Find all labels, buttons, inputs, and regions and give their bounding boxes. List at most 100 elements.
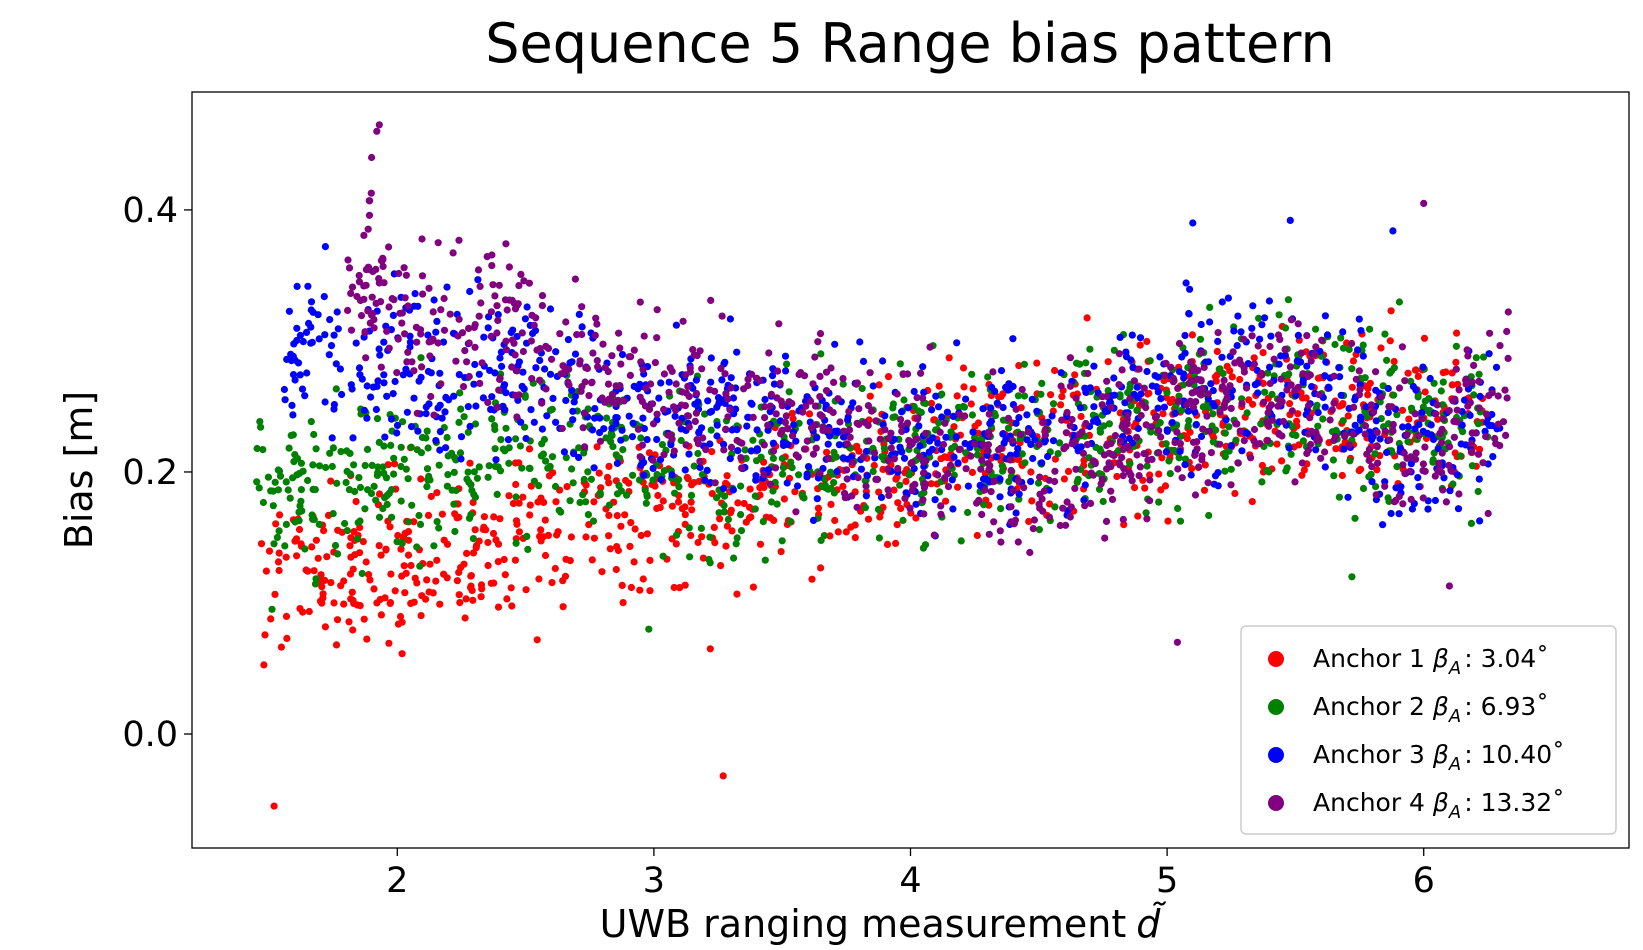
data-point <box>275 549 283 557</box>
data-point <box>1234 312 1242 320</box>
data-point <box>1281 324 1290 332</box>
data-point <box>269 502 277 510</box>
data-point <box>713 494 721 502</box>
data-point <box>487 332 495 340</box>
data-point <box>1073 359 1081 367</box>
data-point <box>495 281 503 289</box>
data-point <box>312 536 320 544</box>
data-point <box>919 496 927 504</box>
data-point <box>362 558 370 566</box>
data-point <box>570 450 578 458</box>
data-point <box>1294 331 1302 339</box>
data-point <box>320 293 328 301</box>
data-point <box>843 466 851 474</box>
data-point <box>612 419 620 427</box>
data-point <box>368 293 376 301</box>
data-point <box>1103 441 1111 450</box>
data-point <box>1326 416 1334 424</box>
data-point <box>508 363 516 371</box>
data-point <box>681 503 689 511</box>
data-point <box>870 461 878 470</box>
data-point <box>307 306 315 314</box>
data-point <box>362 266 370 274</box>
data-point <box>368 461 376 469</box>
data-point <box>1111 432 1119 440</box>
data-point <box>424 331 432 339</box>
data-point <box>594 363 602 371</box>
data-point <box>1083 314 1091 322</box>
data-point <box>503 306 511 314</box>
data-point <box>1476 517 1484 525</box>
data-point <box>380 379 388 387</box>
data-point <box>935 382 943 390</box>
data-point <box>1126 460 1134 468</box>
data-point <box>1029 454 1037 463</box>
data-point <box>411 574 419 582</box>
data-point <box>968 370 976 378</box>
data-point <box>627 583 636 592</box>
data-point <box>629 419 637 427</box>
data-point <box>767 390 776 398</box>
data-point <box>373 415 382 423</box>
data-point <box>464 428 472 436</box>
data-point <box>1110 374 1118 382</box>
data-point <box>1073 478 1081 486</box>
data-point <box>1123 411 1131 420</box>
data-point <box>340 600 348 608</box>
data-point <box>607 438 615 446</box>
data-point <box>874 505 883 513</box>
data-point <box>476 379 484 387</box>
data-point <box>569 407 577 415</box>
data-point <box>626 542 634 551</box>
data-point <box>601 364 609 372</box>
data-point <box>427 392 435 401</box>
data-point <box>964 482 973 490</box>
data-point <box>1275 360 1283 368</box>
data-point <box>1438 425 1446 433</box>
data-point <box>817 564 825 572</box>
data-point <box>684 412 693 420</box>
data-point <box>898 427 906 435</box>
data-point <box>356 371 364 379</box>
data-point <box>885 491 893 499</box>
data-point <box>913 435 921 443</box>
data-point <box>875 534 884 542</box>
data-point <box>1254 379 1262 387</box>
data-point <box>978 510 986 519</box>
data-point <box>1390 364 1398 372</box>
data-point <box>764 466 773 474</box>
data-point <box>1278 398 1286 406</box>
data-point <box>416 326 425 334</box>
data-point <box>1107 463 1115 471</box>
data-point <box>1126 395 1134 403</box>
data-point <box>575 444 583 452</box>
data-point <box>268 605 276 613</box>
data-point <box>1082 419 1090 428</box>
data-point <box>1012 450 1021 458</box>
data-point <box>1435 459 1443 467</box>
data-point <box>811 353 819 361</box>
data-point <box>1335 493 1343 501</box>
data-point <box>416 520 425 529</box>
data-point <box>1256 335 1264 343</box>
data-point <box>904 370 912 378</box>
data-point <box>352 497 360 506</box>
data-point <box>917 408 925 416</box>
data-point <box>330 401 338 409</box>
data-point <box>782 367 790 375</box>
data-point <box>706 559 714 567</box>
data-point <box>347 534 355 542</box>
data-point <box>687 498 695 506</box>
data-point <box>494 558 502 566</box>
data-point <box>612 565 620 574</box>
data-point <box>598 568 606 576</box>
data-point <box>1222 416 1230 424</box>
legend-beta: β <box>1432 740 1449 769</box>
data-point <box>543 412 551 420</box>
data-point <box>333 308 341 316</box>
data-point <box>472 541 481 550</box>
data-point <box>348 283 357 291</box>
data-point <box>1144 456 1152 464</box>
data-point <box>296 502 304 510</box>
data-point <box>931 496 939 504</box>
